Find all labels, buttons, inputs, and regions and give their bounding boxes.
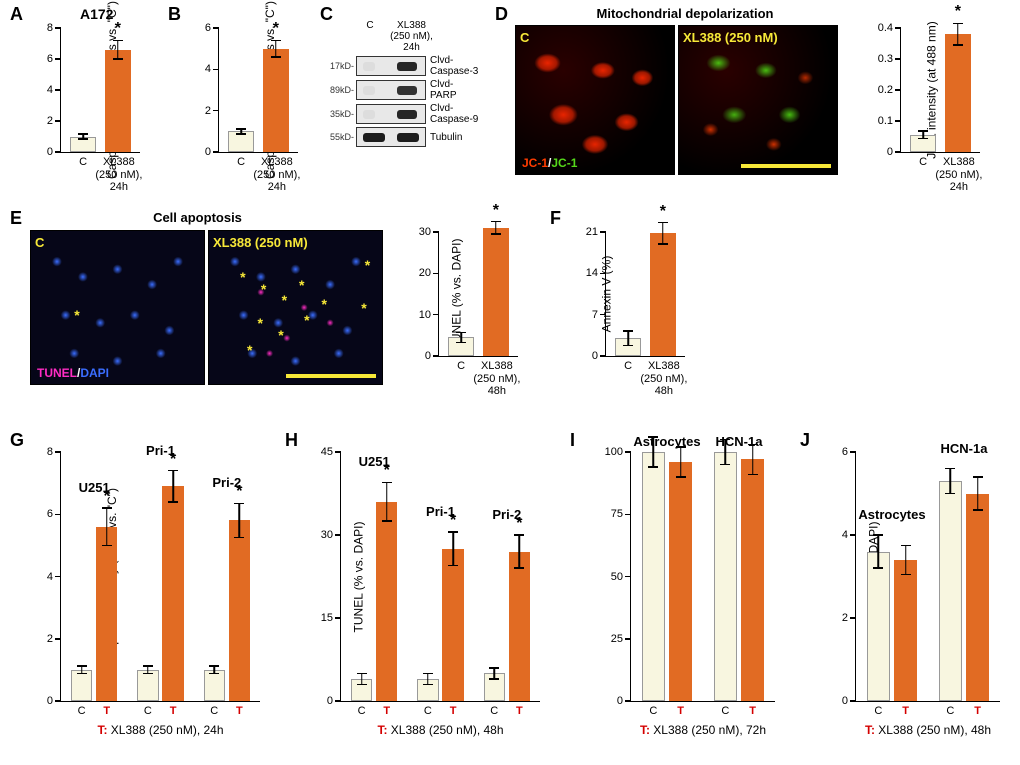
panel-D-image-control: C JC-1/JC-1	[515, 25, 675, 175]
panel-J-label: J	[800, 430, 810, 451]
panel-E-img-left-label: C	[35, 235, 44, 250]
panel-G-chart: 02468Caspase-3 activity (Folds vs. "C")C…	[60, 452, 260, 702]
panel-H-chart: 0153045TUNEL (% vs. DAPI)C*TC*TC*TU251Pr…	[340, 452, 540, 702]
jc1-stain-label: JC-1/JC-1	[522, 156, 577, 170]
jc1-mixed-cells	[679, 26, 837, 174]
panel-D-label: D	[495, 4, 508, 25]
panel-H-label: H	[285, 430, 298, 451]
tunel-spots	[209, 231, 382, 384]
panel-E-chart: 0102030TUNEL (% vs. DAPI)*CXL388(250 nM)…	[438, 232, 518, 357]
panel-B-chart: 0246Caspase-9 activity (Folds vs. "C")*C…	[218, 28, 298, 153]
panel-E-image-control: C TUNEL/DAPI *	[30, 230, 205, 385]
tunel-stain-label: TUNEL/DAPI	[37, 366, 109, 380]
panel-E-title: Cell apoptosis	[70, 210, 325, 225]
panel-I-chart: 0255075100Cell viability (% vs. "C")CTCT…	[630, 452, 775, 702]
panel-F-label: F	[550, 208, 561, 229]
panel-D-img-left-label: C	[520, 30, 529, 45]
panel-A-label: A	[10, 4, 23, 25]
panel-C-western-blot: CXL388 (250 nM), 24h17kD-Clvd- Caspase-3…	[330, 20, 500, 149]
panel-I-label: I	[570, 430, 575, 451]
panel-D-scalebar	[741, 164, 831, 168]
panel-E-image-treated: XL388 (250 nM) ***********	[208, 230, 383, 385]
panel-G-label: G	[10, 430, 24, 451]
panel-D-image-treated: XL388 (250 nM)	[678, 25, 838, 175]
panel-E-img-right-label: XL388 (250 nM)	[213, 235, 308, 250]
panel-E-label: E	[10, 208, 22, 229]
panel-A-chart: 02468Caspase-3 activity (Folds vs. "C")*…	[60, 28, 140, 153]
dapi-nuclei	[31, 231, 204, 384]
panel-B-label: B	[168, 4, 181, 25]
panel-D-title: Mitochondrial depolarization	[540, 6, 830, 21]
jc1-red-cells	[516, 26, 674, 174]
panel-D-img-right-label: XL388 (250 nM)	[683, 30, 778, 45]
panel-D-chart: 00.10.20.30.4JC-1 intensity (at 488 nm)*…	[900, 28, 980, 153]
panel-F-chart: 071421Annexin V (%)*CXL388(250 nM), 48h	[605, 232, 685, 357]
panel-E-scalebar	[286, 374, 376, 378]
panel-J-chart: 0246TUNEL (% vs. DAPI)CTCTAstrocytesHCN-…	[855, 452, 1000, 702]
